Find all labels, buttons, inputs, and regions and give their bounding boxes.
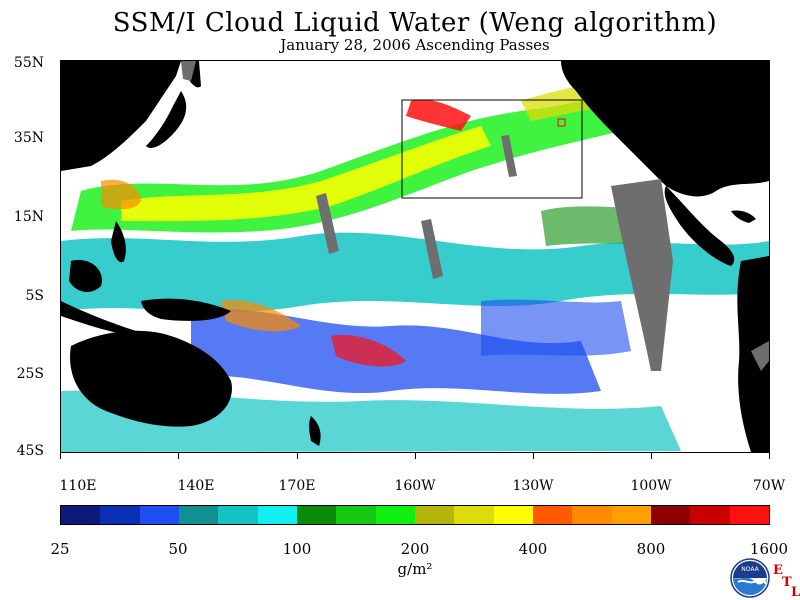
cloud-patch-north-jet-core <box>121 126 491 222</box>
lon-tick <box>415 453 416 459</box>
colorbar-swatch <box>572 506 612 524</box>
land-sumatra-java <box>61 301 136 336</box>
no-data-swath-5 <box>751 341 769 371</box>
map-subtitle: January 28, 2006 Ascending Passes <box>280 36 550 54</box>
colorbar-swatch <box>532 506 573 524</box>
colorbar-label-100: 100 <box>282 540 312 558</box>
cloud-patch-spcz <box>221 300 301 332</box>
lat-label-45s: 45S <box>16 443 44 459</box>
lon-label-100w: 100W <box>630 478 672 494</box>
lat-label-5s: 5S <box>25 288 45 304</box>
cloud-patch-west-pacific <box>101 179 141 210</box>
colorbar-label-800: 800 <box>636 540 666 558</box>
colorbar-swatch <box>611 506 651 524</box>
colorbar-swatch <box>61 506 101 524</box>
land-caribbean <box>731 210 756 223</box>
land-north-america <box>561 61 769 197</box>
no-data-swath-3 <box>501 135 517 177</box>
colorbar-swatch <box>414 506 455 524</box>
land-philippines <box>111 221 126 263</box>
cloud-patch-southeast <box>481 299 631 356</box>
colorbar <box>60 505 770 525</box>
study-region-box <box>401 99 583 199</box>
colorbar-swatch <box>139 506 179 524</box>
no-data-swath-1 <box>316 193 339 254</box>
lon-tick <box>178 453 179 459</box>
etl-letter-e: E <box>773 563 783 578</box>
colorbar-swatch <box>296 506 337 524</box>
lon-label-70w: 70W <box>752 478 786 494</box>
no-data-swath-4 <box>611 179 673 371</box>
lon-tick <box>769 453 770 459</box>
no-data-swaths <box>181 61 769 371</box>
lat-label-35n: 35N <box>13 130 44 146</box>
lat-label-25s: 25S <box>16 366 44 382</box>
noaa-logo: NOAA <box>730 558 770 598</box>
colorbar-swatch <box>454 506 494 524</box>
colorbar-label-200: 200 <box>400 540 430 558</box>
colorbar-swatch <box>336 506 376 524</box>
lon-label-140e: 140E <box>177 478 215 494</box>
lat-label-55n: 55N <box>13 55 44 71</box>
lon-label-160w: 160W <box>394 478 436 494</box>
land-japan <box>146 91 187 148</box>
cloud-patch-tropical-band <box>61 232 769 312</box>
land <box>61 61 769 452</box>
lon-tick <box>533 453 534 459</box>
etl-letter-l: L <box>791 585 800 600</box>
no-data-swath-6 <box>181 61 196 81</box>
colorbar-swatch <box>729 506 769 524</box>
lat-label-15n: 15N <box>13 209 44 225</box>
colorbar-swatch <box>690 506 730 524</box>
map-panel <box>60 60 770 453</box>
land-borneo <box>69 260 102 293</box>
colorbar-swatch <box>100 506 140 524</box>
no-data-swath-2 <box>421 219 443 279</box>
lon-label-170e: 170E <box>278 478 316 494</box>
lon-label-130w: 130W <box>512 478 554 494</box>
colorbar-swatch <box>493 506 533 524</box>
land-new-zealand <box>309 416 321 446</box>
lon-tick <box>60 453 61 459</box>
colorbar-label-25: 25 <box>50 540 70 558</box>
colorbar-swatch <box>375 506 415 524</box>
noaa-logo-text: NOAA <box>741 566 759 573</box>
etl-letter-t: T <box>782 575 792 590</box>
lon-tick <box>297 453 298 459</box>
lon-tick <box>651 453 652 459</box>
study-point-marker <box>557 118 566 127</box>
colorbar-label-50: 50 <box>168 540 188 558</box>
colorbar-swatch <box>178 506 219 524</box>
map-canvas <box>61 61 769 452</box>
colorbar-units: g/m² <box>397 560 433 578</box>
lon-label-110e: 110E <box>59 478 97 494</box>
colorbar-swatch <box>257 506 297 524</box>
land-new-guinea <box>141 298 231 321</box>
cloud-patch-north-jet-red <box>406 99 471 131</box>
colorbar-label-1600: 1600 <box>749 540 789 558</box>
colorbar-swatch <box>218 506 258 524</box>
land-australia <box>70 330 232 427</box>
land-asia-north <box>61 61 181 171</box>
land-central-america <box>664 186 735 266</box>
colorbar-swatch <box>650 506 691 524</box>
cloud-patch-south-pacific <box>331 335 406 367</box>
colorbar-label-400: 400 <box>518 540 548 558</box>
map-title: SSM/I Cloud Liquid Water (Weng algorithm… <box>112 8 718 38</box>
cloud-patch-south-band <box>191 308 601 394</box>
